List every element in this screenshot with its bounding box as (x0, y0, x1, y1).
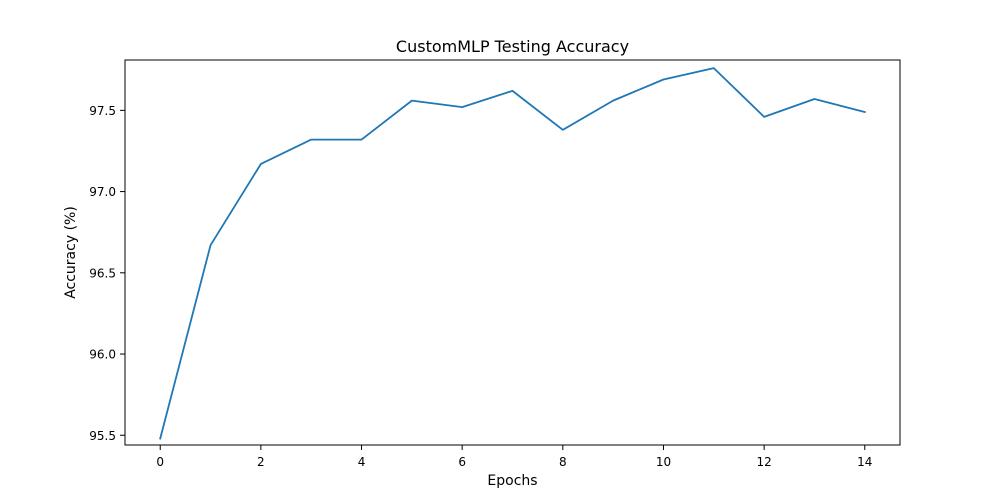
y-tick-label: 97.5 (89, 104, 116, 118)
y-tick-label: 95.5 (89, 429, 116, 443)
series-layer (159, 67, 866, 440)
x-tick-label: 0 (156, 455, 164, 469)
x-tick-label: 14 (857, 455, 872, 469)
y-tick-label: 96.0 (89, 348, 116, 362)
x-tick-label: 2 (257, 455, 265, 469)
y-tick-label: 96.5 (89, 266, 116, 280)
x-tick-label: 8 (559, 455, 567, 469)
x-tick-label: 4 (358, 455, 366, 469)
x-tick-label: 12 (756, 455, 771, 469)
chart-title: CustomMLP Testing Accuracy (396, 37, 629, 56)
y-axis-ticks: 95.5 96.0 96.5 97.0 97.5 (89, 104, 125, 443)
x-axis-ticks: 0 2 4 6 8 10 12 14 (156, 445, 872, 469)
x-tick-label: 10 (656, 455, 671, 469)
y-tick-label: 97.0 (89, 185, 116, 199)
series-line (159, 67, 866, 440)
plot-area-frame (124, 59, 901, 446)
x-axis-label: Epochs (487, 473, 537, 489)
x-tick-label: 6 (458, 455, 466, 469)
y-axis-label: Accuracy (%) (63, 206, 79, 299)
